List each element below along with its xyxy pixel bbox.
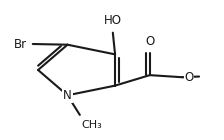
- Text: O: O: [145, 35, 154, 48]
- Text: CH₃: CH₃: [81, 121, 102, 130]
- Text: N: N: [63, 89, 72, 102]
- Text: Br: Br: [14, 38, 27, 51]
- Text: O: O: [185, 71, 194, 84]
- Text: HO: HO: [104, 14, 122, 27]
